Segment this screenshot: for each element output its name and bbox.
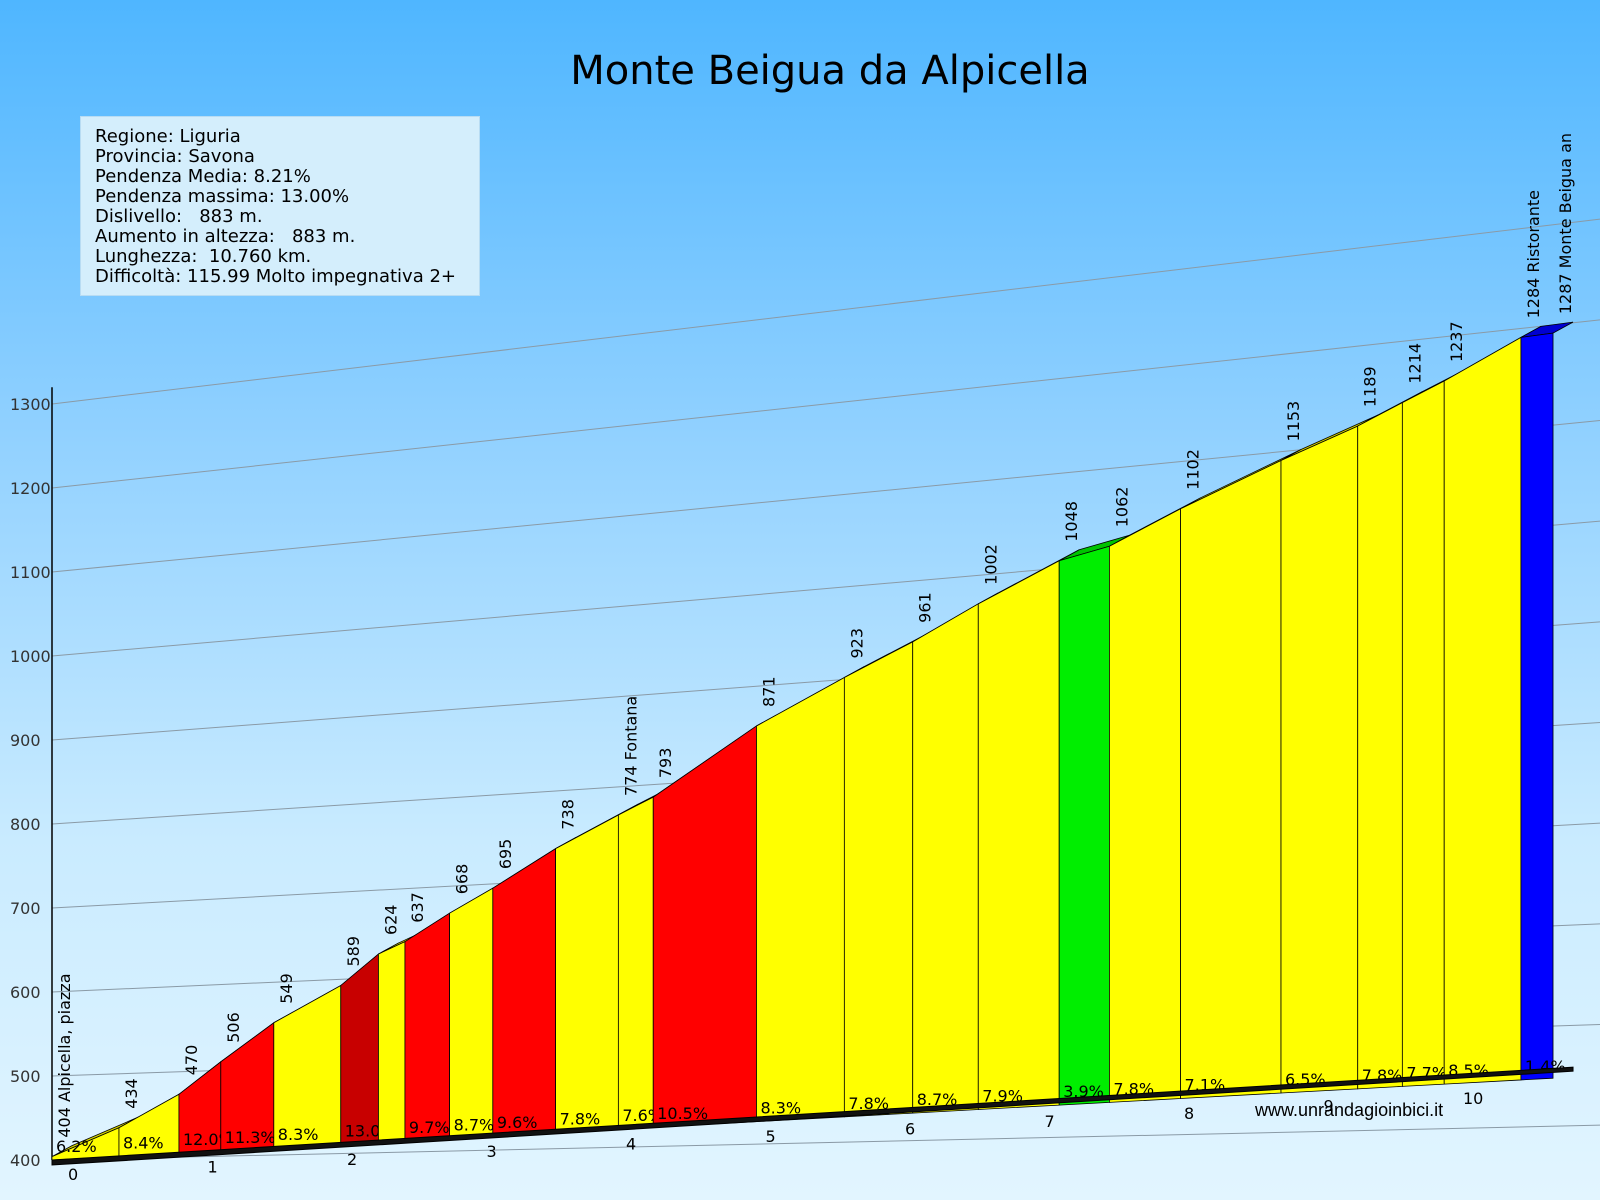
chart-title: Monte Beigua da Alpicella	[570, 48, 1090, 94]
altitude-label: 668	[453, 864, 472, 895]
altitude-label: 1287 Monte Beigua an	[1556, 133, 1575, 314]
x-tick-label: 6	[905, 1119, 915, 1138]
segment-front-face	[555, 814, 619, 1133]
altitude-label: 738	[559, 799, 578, 830]
altitude-label: 470	[182, 1045, 201, 1076]
altitude-label: 637	[408, 892, 427, 923]
segment-front-face	[912, 603, 979, 1114]
segment-front-face	[1058, 545, 1110, 1106]
segment-front-face	[1180, 459, 1282, 1099]
segment-front-face	[449, 887, 494, 1139]
altitude-label: 624	[381, 905, 400, 936]
altitude-label: 1002	[981, 544, 1000, 585]
x-tick-label: 2	[347, 1150, 357, 1169]
x-tick-label: 5	[766, 1127, 776, 1146]
grade-label: 10.5%	[657, 1104, 708, 1123]
baseline-strip	[51, 1066, 1574, 1166]
segment-front-face	[977, 560, 1060, 1110]
y-tick-label: 1200	[10, 479, 51, 498]
segment-front-face	[617, 796, 654, 1130]
info-line-aumento: Aumento in altezza: 883 m.	[95, 226, 356, 247]
x-tick-label: 9	[1324, 1097, 1334, 1116]
segment-front-face	[652, 725, 757, 1128]
x-tick-label: 1	[208, 1157, 218, 1176]
altitude-label: 923	[847, 628, 866, 659]
info-line-dislivello: Dislivello: 883 m.	[95, 206, 263, 227]
y-tick-label: 600	[10, 983, 41, 1002]
grid-line	[51, 1124, 1600, 1161]
segment-front-face	[378, 941, 406, 1143]
x-tick-label: 10	[1463, 1089, 1483, 1108]
x-tick-label: 0	[68, 1165, 78, 1184]
segment-front-face	[404, 912, 450, 1142]
altitude-label: 774 Fontana	[621, 696, 640, 796]
grade-label: 11.3%	[225, 1128, 276, 1147]
grade-label: 9.7%	[409, 1118, 450, 1137]
info-box: Regione: Liguria Provincia: Savona Pende…	[80, 116, 480, 296]
info-line-pendenza-massima: Pendenza massima: 13.00%	[95, 186, 350, 207]
segment-front-face	[1401, 380, 1445, 1087]
segment-front-face	[340, 953, 379, 1145]
altitude-label: 589	[344, 936, 363, 967]
grade-label: 7.9%	[982, 1087, 1023, 1106]
altitude-label: 1237	[1447, 321, 1466, 362]
segment-front-face	[1520, 332, 1554, 1081]
altitude-label: 434	[122, 1078, 141, 1109]
info-line-difficolta: Difficoltà: 115.99 Molto impegnativa 2+	[95, 266, 456, 287]
info-line-provincia: Provincia: Savona	[95, 146, 255, 167]
y-tick-label: 400	[10, 1151, 41, 1170]
y-tick-label: 800	[10, 815, 41, 834]
x-tick-label: 7	[1045, 1112, 1055, 1131]
grade-label: 8.7%	[917, 1090, 958, 1109]
grade-label: 8.7%	[454, 1115, 495, 1134]
site-credit: www.unrandagioinbici.it	[1255, 1100, 1444, 1120]
altitude-label: 506	[224, 1012, 243, 1043]
segment-front-face	[273, 984, 342, 1149]
altitude-label: 961	[916, 592, 935, 623]
y-tick-label: 1300	[10, 395, 51, 414]
y-tick-label: 1000	[10, 647, 51, 666]
grade-label: 8.3%	[278, 1125, 319, 1144]
segment-front-face	[1109, 508, 1181, 1103]
grid-line	[51, 319, 1600, 489]
x-tick-label: 3	[487, 1142, 497, 1161]
altitude-label: 1153	[1284, 401, 1303, 442]
info-line-pendenza-media: Pendenza Media: 8.21%	[95, 166, 311, 187]
grade-label: 7.8%	[848, 1094, 889, 1113]
segment-front-face	[492, 847, 556, 1137]
grade-label: 9.6%	[497, 1113, 538, 1132]
y-tick-label: 500	[10, 1067, 41, 1086]
altitude-label: 695	[496, 839, 515, 870]
segment-front-face	[843, 641, 914, 1118]
segment-front-face	[756, 676, 845, 1123]
altitude-label: 1214	[1405, 343, 1424, 384]
y-tick-label: 900	[10, 731, 41, 750]
altitude-label: 1189	[1361, 366, 1380, 407]
altitude-label: 549	[277, 973, 296, 1004]
grid-line	[51, 218, 1600, 405]
segment-front-face	[1443, 336, 1522, 1085]
y-tick-label: 700	[10, 899, 41, 918]
segment-front-face	[1357, 401, 1403, 1090]
altitude-label: 1048	[1062, 501, 1081, 542]
info-line-regione: Regione: Liguria	[95, 126, 241, 147]
x-tick-label: 8	[1184, 1104, 1194, 1123]
segment-front-face	[1280, 425, 1359, 1094]
grade-label: 8.3%	[760, 1099, 801, 1118]
grade-label: 7.8%	[560, 1110, 601, 1129]
grade-label: 8.4%	[123, 1133, 164, 1152]
grade-label: 13.0	[345, 1121, 381, 1140]
altitude-label: 1062	[1112, 487, 1131, 528]
x-tick-label: 4	[626, 1135, 636, 1154]
altitude-label: 1102	[1184, 449, 1203, 490]
altitude-label: 793	[656, 748, 675, 779]
info-line-lunghezza: Lunghezza: 10.760 km.	[95, 246, 312, 267]
altitude-label: 1284 Ristorante	[1524, 190, 1543, 318]
y-tick-label: 1100	[10, 563, 51, 582]
altitude-label: 404 Alpicella, piazza	[55, 973, 74, 1137]
altitude-label: 871	[759, 676, 778, 707]
grade-label: 6.2%	[56, 1137, 97, 1156]
